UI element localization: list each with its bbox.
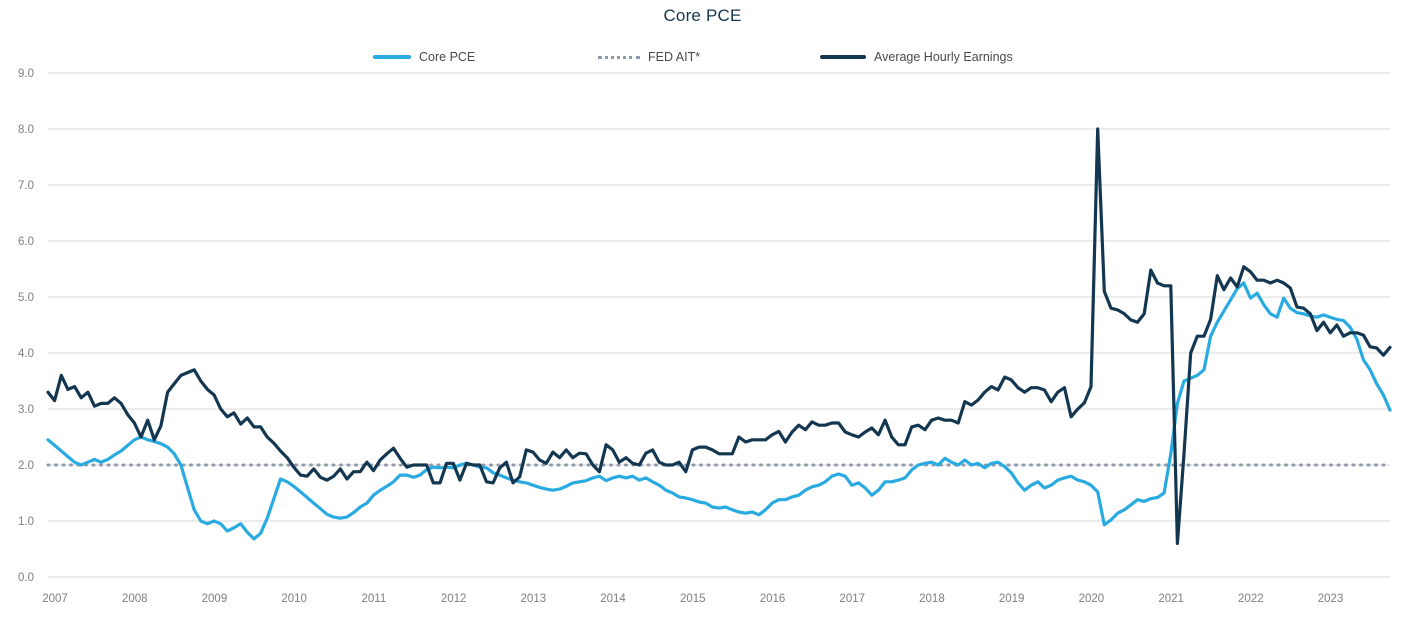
legend-label: Core PCE [419, 50, 476, 64]
x-axis-label: 2016 [760, 593, 786, 605]
chart-title: Core PCE [663, 6, 742, 25]
legend-item-ahe: Average Hourly Earnings [820, 49, 1013, 65]
legend-item-core-pce: Core PCE [373, 49, 475, 65]
y-axis-label: 7.0 [18, 180, 34, 192]
legend-item-fed-ait: FED AIT* [598, 49, 700, 65]
legend-label: Average Hourly Earnings [874, 50, 1013, 64]
x-axis-label: 2007 [42, 593, 68, 605]
y-axis-label: 0.0 [18, 572, 34, 584]
x-axis-label: 2017 [839, 593, 865, 605]
ahe-line-swatch [820, 55, 866, 59]
x-axis-label: 2008 [122, 593, 148, 605]
x-axis-label: 2009 [202, 593, 228, 605]
x-axis-label: 2012 [441, 593, 467, 605]
x-axis-label: 2022 [1238, 593, 1264, 605]
x-axis-label: 2011 [362, 593, 387, 605]
legend: Core PCE FED AIT* Average Hourly Earning… [0, 49, 1405, 65]
y-axis-label: 8.0 [18, 124, 34, 136]
legend-label: FED AIT* [648, 50, 701, 64]
x-axis-label: 2014 [600, 593, 626, 605]
y-axis-label: 6.0 [18, 236, 34, 248]
y-axis-label: 9.0 [18, 68, 34, 80]
y-axis-label: 3.0 [18, 404, 34, 416]
x-axis-label: 2010 [281, 593, 307, 605]
y-axis-label: 4.0 [18, 348, 34, 360]
x-axis-label: 2021 [1158, 593, 1184, 605]
y-axis-label: 1.0 [18, 516, 34, 528]
x-axis-label: 2019 [999, 593, 1025, 605]
x-axis-label: 2018 [919, 593, 945, 605]
average-hourly-earnings-line [46, 127, 1392, 546]
fed-ait-dotted-swatch [598, 55, 640, 59]
x-axis-label: 2023 [1318, 593, 1344, 605]
y-axis-label: 5.0 [18, 292, 34, 304]
core-pce-line-swatch [373, 55, 411, 59]
x-axis-label: 2015 [680, 593, 706, 605]
core-pce-line [46, 281, 1392, 541]
y-axis-label: 2.0 [18, 460, 34, 472]
x-axis-label: 2013 [521, 593, 547, 605]
x-axis-label: 2020 [1079, 593, 1105, 605]
